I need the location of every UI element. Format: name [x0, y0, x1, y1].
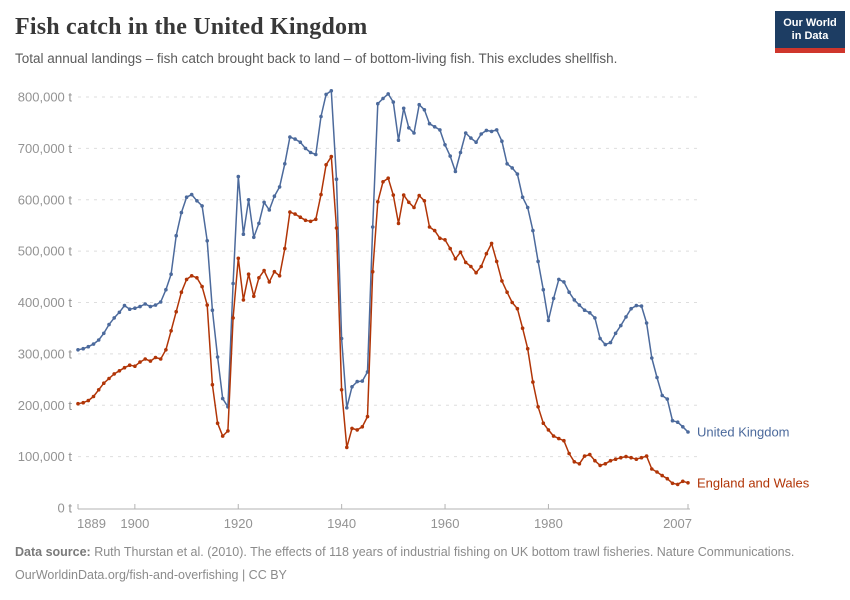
y-tick-label: 800,000 t: [18, 90, 73, 105]
footer-source-line: Data source: Ruth Thurstan et al. (2010)…: [15, 545, 835, 560]
owid-logo[interactable]: Our World in Data: [775, 11, 845, 53]
owid-logo-line1: Our World: [783, 17, 837, 29]
owid-logo-line2: in Data: [791, 30, 829, 42]
page-title: Fish catch in the United Kingdom: [15, 14, 368, 40]
footer-source-label: Data source:: [15, 545, 91, 559]
y-tick-label: 400,000 t: [18, 295, 73, 310]
series-label-united-kingdom[interactable]: United Kingdom: [697, 424, 790, 439]
page-subtitle: Total annual landings – fish catch broug…: [15, 51, 618, 66]
x-tick-label: 1900: [120, 516, 149, 531]
united-kingdom-markers[interactable]: [76, 89, 690, 434]
owid-logo-box: Our World in Data: [775, 11, 845, 48]
x-tick-label: 1940: [327, 516, 356, 531]
footer-source-text: Ruth Thurstan et al. (2010). The effects…: [90, 545, 795, 559]
y-tick-label: 500,000 t: [18, 244, 73, 259]
series-label-england-and-wales[interactable]: England and Wales: [697, 475, 810, 490]
england-and-wales-line[interactable]: [77, 155, 689, 486]
x-tick-label: 1889: [77, 516, 106, 531]
y-tick-label: 600,000 t: [18, 192, 73, 207]
x-tick-label: 1960: [431, 516, 460, 531]
y-tick-label: 100,000 t: [18, 449, 73, 464]
x-tick-label: 2007: [663, 516, 692, 531]
y-tick-label: 300,000 t: [18, 346, 73, 361]
footer-link-line[interactable]: OurWorldinData.org/fish-and-overfishing …: [15, 568, 287, 582]
england-and-wales-markers[interactable]: [76, 154, 690, 487]
owid-logo-accent-strip: [775, 48, 845, 53]
x-tick-label: 1920: [224, 516, 253, 531]
y-tick-label: 200,000 t: [18, 398, 73, 413]
y-tick-label: 700,000 t: [18, 141, 73, 156]
x-tick-label: 1980: [534, 516, 563, 531]
y-tick-label: 0 t: [58, 501, 73, 516]
united-kingdom-line[interactable]: [77, 90, 689, 433]
